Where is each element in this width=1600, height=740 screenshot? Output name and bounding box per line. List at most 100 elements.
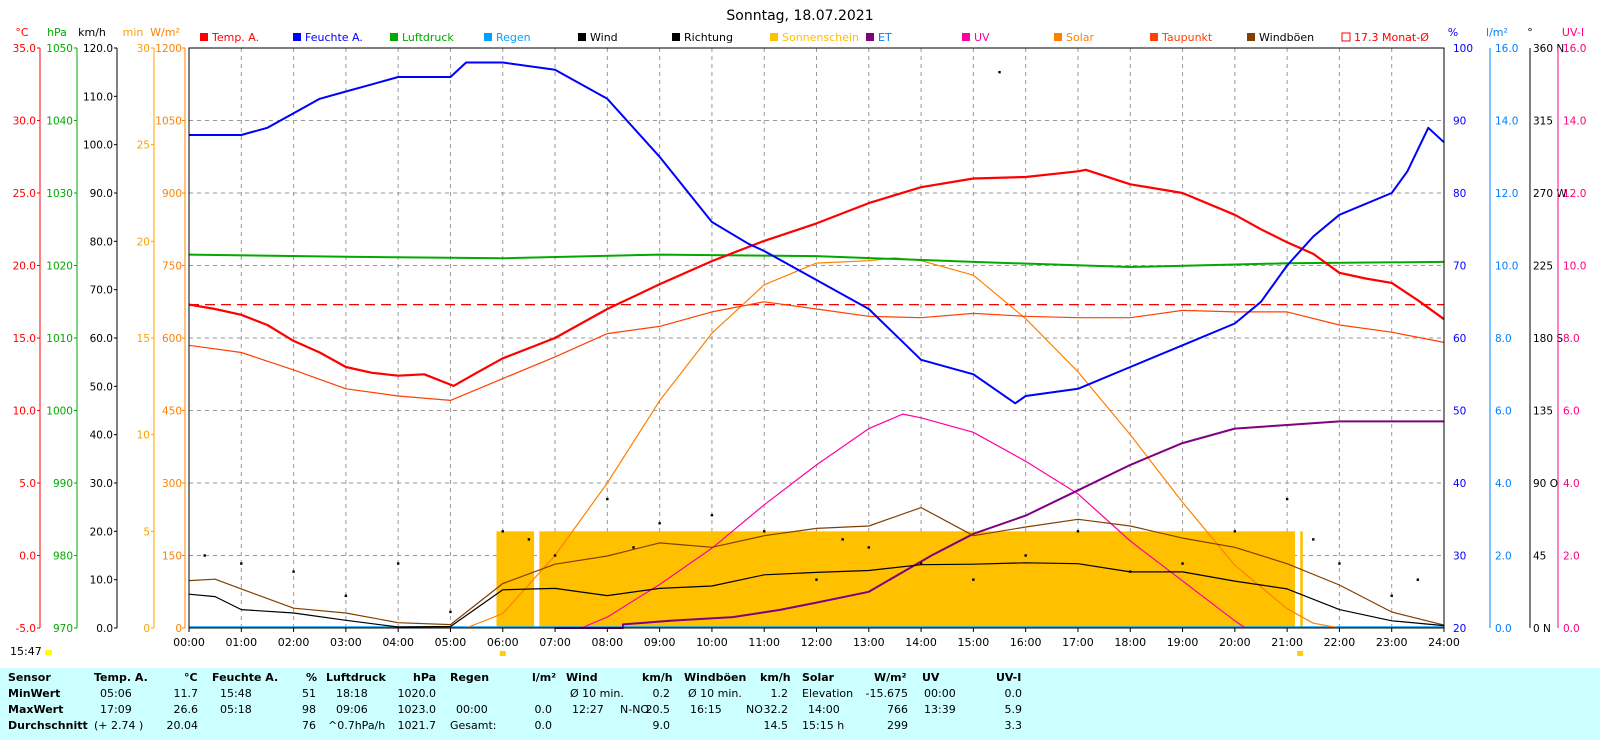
right-axis-unit: UV-I xyxy=(1562,26,1584,39)
hum-min: 51 xyxy=(302,687,316,700)
legend-swatch xyxy=(200,33,208,41)
x-axis-tick-label: 17:00 xyxy=(1062,636,1094,649)
left-axis-tick-label: 750 xyxy=(162,261,182,273)
right-axis-tick-label: 60 xyxy=(1453,333,1466,345)
legend-swatch xyxy=(1150,33,1158,41)
right-axis-tick-label: 6.0 xyxy=(1563,406,1580,418)
right-axis-tick-label: 12.0 xyxy=(1495,188,1518,200)
left-axis-tick-label: -5.0 xyxy=(16,623,37,635)
wind-direction-dot xyxy=(815,578,818,581)
right-axis-tick-label: 270 W xyxy=(1533,188,1567,200)
left-axis-tick-label: 70.0 xyxy=(90,285,113,297)
sun-marker-icon xyxy=(44,650,52,655)
left-axis-unit: °C xyxy=(15,26,29,39)
right-axis-tick-label: 0.0 xyxy=(1495,623,1512,635)
sunrise-marker-icon xyxy=(499,651,506,656)
right-axis-tick-label: 40 xyxy=(1453,478,1466,490)
temp-avg: 20.04 xyxy=(166,719,199,732)
legend-swatch xyxy=(672,33,680,41)
temp-min-time: 05:06 xyxy=(100,687,132,700)
x-axis-tick-label: 13:00 xyxy=(853,636,885,649)
stats-header-press: Luftdruck xyxy=(326,671,386,684)
x-axis-tick-label: 14:00 xyxy=(905,636,937,649)
uv-min-time: 00:00 xyxy=(924,687,956,700)
wind-direction-dot xyxy=(1129,570,1132,573)
left-axis-tick-label: 20 xyxy=(137,236,150,248)
wind-direction-dot xyxy=(763,530,766,533)
legend-label: 17.3 Monat-Ø xyxy=(1354,31,1429,44)
legend-swatch xyxy=(1247,33,1255,41)
legend-label: Sonnenschein xyxy=(782,31,859,44)
right-axis-tick-label: 90 xyxy=(1453,116,1466,128)
wind-direction-dot xyxy=(606,497,609,501)
uv-avg: 3.3 xyxy=(1004,719,1023,732)
hum-max: 98 xyxy=(302,703,316,716)
series-windb-en-line xyxy=(188,507,1445,626)
wind-direction-dot xyxy=(998,70,1001,74)
left-axis-tick-label: 10.0 xyxy=(90,575,113,587)
right-axis-tick-label: 45 xyxy=(1533,551,1546,563)
right-axis-tick-label: 0.0 xyxy=(1563,623,1580,635)
hum-avg: 76 xyxy=(302,719,316,732)
wind-direction-dot xyxy=(1181,562,1184,565)
right-axis-tick-label: 225 xyxy=(1533,261,1553,273)
right-axis-tick-label: 4.0 xyxy=(1563,478,1580,490)
stats-unit-solar: W/m² xyxy=(874,671,907,684)
legend-label: Temp. A. xyxy=(211,31,259,44)
current-time: 15:47 xyxy=(10,645,52,658)
legend-label: Windböen xyxy=(1259,31,1314,44)
series-lines xyxy=(188,61,1445,629)
solar-max-time: 14:00 xyxy=(808,703,840,716)
left-axis-tick-label: 1050 xyxy=(155,116,182,128)
right-axis-tick-label: 135 xyxy=(1533,406,1553,418)
right-axis-tick-label: 14.0 xyxy=(1563,116,1586,128)
right-axis-tick-label: 10.0 xyxy=(1495,261,1518,273)
solar-elev: -15.675 xyxy=(865,687,908,700)
left-axis-tick-label: 300 xyxy=(162,478,182,490)
press-min: 1020.0 xyxy=(397,687,437,700)
left-axis-tick-label: 60.0 xyxy=(90,333,113,345)
left-axis-tick-label: 30.0 xyxy=(90,478,113,490)
wind-direction-dot xyxy=(658,522,661,525)
wind-max-time: 12:27 xyxy=(572,703,604,716)
series-taupunkt-line xyxy=(188,301,1445,401)
left-axis-tick-label: 15.0 xyxy=(13,333,36,345)
press-avg-note: ^0.7hPa/h xyxy=(328,719,386,732)
uv-max-time: 13:39 xyxy=(924,703,956,716)
hum-max-time: 05:18 xyxy=(220,703,252,716)
left-axis-tick-label: 80.0 xyxy=(90,236,113,248)
gust-min-label: Ø 10 min. xyxy=(688,687,742,700)
right-axis-tick-label: 14.0 xyxy=(1495,116,1518,128)
solar-hours: 15:15 h xyxy=(802,719,845,732)
left-axis-tick-label: 0 xyxy=(175,623,182,635)
legend-label: Regen xyxy=(496,31,531,44)
right-axis-tick-label: 2.0 xyxy=(1495,551,1512,563)
rain-total-label: Gesamt: xyxy=(450,719,497,732)
right-axis-tick-label: 16.0 xyxy=(1495,43,1518,55)
right-axis-tick-label: 20 xyxy=(1453,623,1466,635)
sunshine-bar xyxy=(496,531,535,628)
wind-direction-dot xyxy=(1416,578,1420,581)
left-axis-tick-label: 1050 xyxy=(46,43,73,55)
stats-unit-uv: UV-I xyxy=(996,671,1022,684)
right-axis-tick-label: 2.0 xyxy=(1563,551,1580,563)
left-axis-tick-label: 1000 xyxy=(46,406,73,418)
x-axis-tick-label: 10:00 xyxy=(696,636,728,649)
wind-direction-dot xyxy=(919,562,923,565)
legend-swatch xyxy=(578,33,586,41)
legend-swatch xyxy=(1341,32,1351,42)
left-axis-tick-label: 20.0 xyxy=(13,261,36,273)
legend-label: Solar xyxy=(1066,31,1095,44)
legend-swatch xyxy=(962,33,970,41)
right-axis-tick-label: 0 N xyxy=(1533,623,1551,635)
temp-max: 26.6 xyxy=(173,703,199,716)
wind-direction-dot xyxy=(203,554,206,557)
right-axis-tick-label: 30 xyxy=(1453,551,1466,563)
right-axis-unit: ° xyxy=(1527,26,1533,39)
right-axis-tick-label: 360 N xyxy=(1533,43,1564,55)
wind-direction-dot xyxy=(972,578,975,581)
right-axis-tick-label: 180 S xyxy=(1533,333,1563,345)
wind-avg: 9.0 xyxy=(652,719,671,732)
temp-avg-note: (+ 2.74 ) xyxy=(94,719,144,732)
